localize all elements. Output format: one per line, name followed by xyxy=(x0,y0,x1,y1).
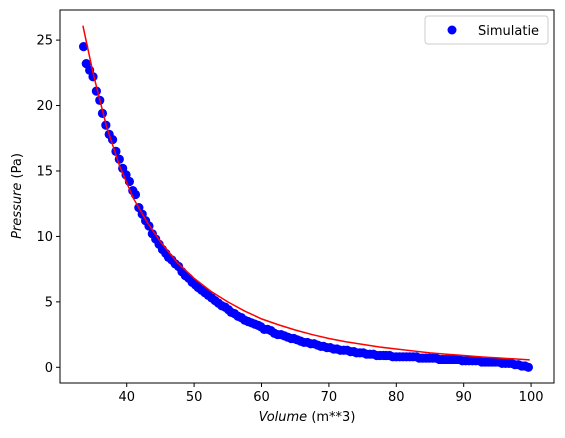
fit-line xyxy=(82,25,530,361)
data-point xyxy=(523,362,533,372)
x-axis-label-unit: (m**3) xyxy=(307,410,355,425)
y-tick-label: 20 xyxy=(36,99,53,114)
y-tick-label: 5 xyxy=(45,295,53,310)
x-axis-label: Volume (m**3) xyxy=(259,410,356,425)
x-tick-label: 50 xyxy=(186,390,203,405)
legend-marker-simulatie xyxy=(447,25,457,35)
y-tick-label: 0 xyxy=(45,361,53,376)
y-tick-label: 25 xyxy=(36,34,53,49)
x-tick-label: 80 xyxy=(388,390,405,405)
x-tick-label: 60 xyxy=(253,390,270,405)
y-axis-label-name: Pressure xyxy=(10,183,25,239)
axes-frame xyxy=(59,9,555,384)
data-point xyxy=(78,42,89,52)
legend-box xyxy=(424,15,549,45)
x-tick-label: 100 xyxy=(519,390,544,405)
y-tick-label: 15 xyxy=(36,164,53,179)
y-tick-label: 10 xyxy=(36,230,53,245)
x-tick-label: 90 xyxy=(455,390,472,405)
plot-data xyxy=(78,25,533,372)
legend-label-simulatie: Simulatie xyxy=(478,24,539,39)
y-axis-ticks: 0 5 10 15 20 25 xyxy=(36,34,60,376)
x-tick-label: 40 xyxy=(118,390,135,405)
legend: Simulatie xyxy=(424,15,549,45)
x-axis-ticks: 40 50 60 70 80 90 100 xyxy=(118,383,544,405)
x-tick-label: 70 xyxy=(321,390,338,405)
x-axis-label-name: Volume xyxy=(259,410,308,425)
y-axis-label-unit: (Pa) xyxy=(10,153,25,183)
y-axis-label: Pressure (Pa) xyxy=(10,153,25,239)
